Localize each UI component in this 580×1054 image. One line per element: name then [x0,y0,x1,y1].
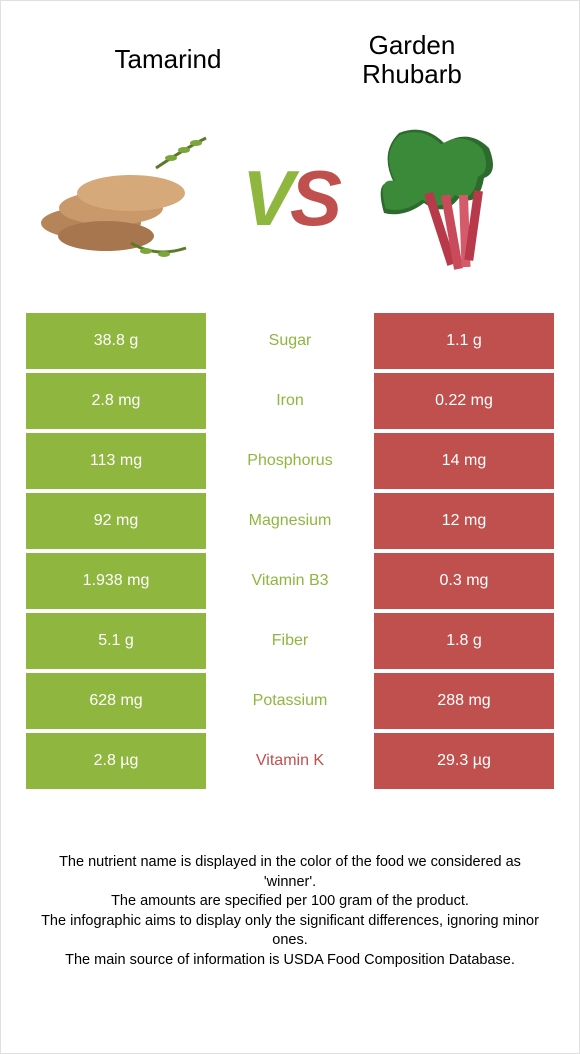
left-value: 1.938 mg [26,553,206,609]
left-value: 38.8 g [26,313,206,369]
nutrient-label: Potassium [206,673,374,729]
hero-row: VS [26,123,554,273]
vs-label: VS [242,159,338,237]
left-value: 2.8 mg [26,373,206,429]
left-value: 2.8 µg [26,733,206,789]
right-value: 1.1 g [374,313,554,369]
left-value: 628 mg [26,673,206,729]
nutrient-label: Sugar [206,313,374,369]
food-left-title: Tamarind [46,44,290,75]
nutrient-label: Fiber [206,613,374,669]
right-value: 1.8 g [374,613,554,669]
right-value: 0.3 mg [374,553,554,609]
left-value: 5.1 g [26,613,206,669]
table-row: 113 mgPhosphorus14 mg [26,433,554,493]
nutrient-table: 38.8 gSugar1.1 g2.8 mgIron0.22 mg113 mgP… [26,313,554,793]
footer: The nutrient name is displayed in the co… [26,853,554,970]
vs-v: V [242,159,290,237]
nutrient-label: Magnesium [206,493,374,549]
right-value: 0.22 mg [374,373,554,429]
nutrient-label: Vitamin K [206,733,374,789]
table-row: 38.8 gSugar1.1 g [26,313,554,373]
table-row: 628 mgPotassium288 mg [26,673,554,733]
left-value: 113 mg [26,433,206,489]
nutrient-label: Vitamin B3 [206,553,374,609]
nutrient-label: Iron [206,373,374,429]
table-row: 92 mgMagnesium12 mg [26,493,554,553]
tamarind-image [36,123,216,273]
nutrient-label: Phosphorus [206,433,374,489]
rhubarb-image [364,123,544,273]
table-row: 5.1 gFiber1.8 g [26,613,554,673]
table-row: 2.8 mgIron0.22 mg [26,373,554,433]
food-right-title: GardenRhubarb [290,31,534,88]
right-value: 12 mg [374,493,554,549]
header: Tamarind GardenRhubarb [26,21,554,93]
footer-line-2: The amounts are specified per 100 gram o… [36,892,544,912]
table-row: 2.8 µgVitamin K29.3 µg [26,733,554,793]
right-value: 288 mg [374,673,554,729]
left-value: 92 mg [26,493,206,549]
table-row: 1.938 mgVitamin B30.3 mg [26,553,554,613]
footer-line-1: The nutrient name is displayed in the co… [36,853,544,892]
right-value: 14 mg [374,433,554,489]
footer-line-4: The main source of information is USDA F… [36,951,544,971]
vs-s: S [290,159,338,237]
food-right-line1: Garden [369,30,456,60]
footer-line-3: The infographic aims to display only the… [36,912,544,951]
food-right-line2: Rhubarb [362,59,462,89]
right-value: 29.3 µg [374,733,554,789]
